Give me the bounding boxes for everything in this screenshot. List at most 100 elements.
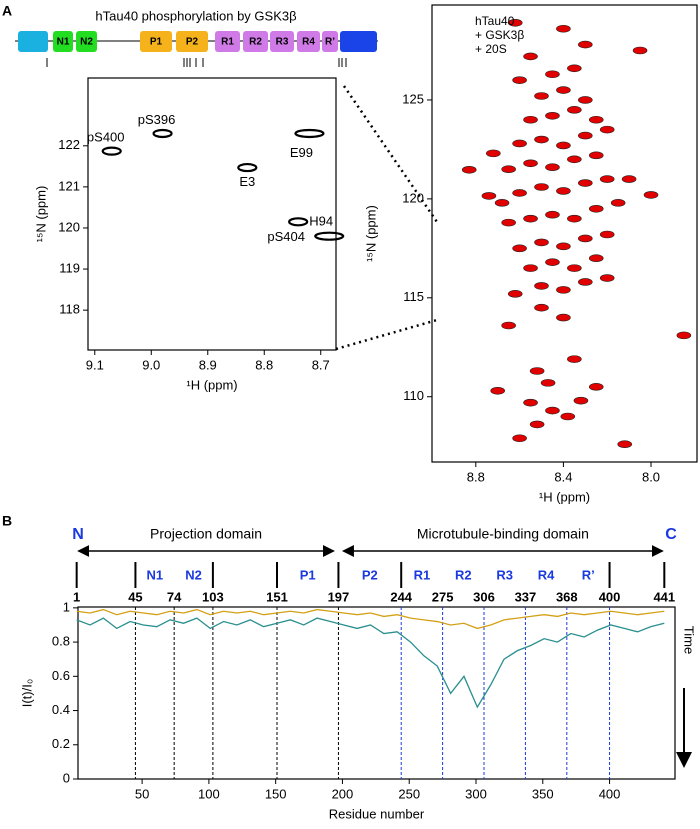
peak	[507, 19, 523, 27]
peak	[523, 115, 538, 124]
peak	[545, 258, 560, 266]
peak	[599, 175, 615, 183]
peak	[556, 86, 571, 94]
peak	[588, 254, 604, 263]
peak	[617, 440, 633, 448]
y-tick-label: 110	[403, 388, 424, 403]
panel-label: B	[2, 513, 12, 529]
terminus-label: C	[665, 526, 677, 543]
peak	[512, 76, 527, 84]
x-tick-label: 8.9	[199, 357, 217, 372]
peak	[545, 406, 560, 415]
y-tick-label: 120	[402, 190, 424, 205]
domain-label: P1	[150, 37, 163, 48]
terminus-label: N	[72, 526, 84, 543]
zoom-connector	[335, 85, 439, 351]
y-tick-label: 119	[59, 260, 80, 275]
peak	[578, 131, 593, 140]
peak	[512, 434, 527, 443]
peak	[512, 139, 527, 148]
peak	[534, 92, 549, 100]
x-tick-label: 8.8	[255, 357, 273, 372]
peak	[578, 278, 593, 286]
peak-label: H94	[309, 214, 333, 229]
x-tick-label: 8.7	[312, 357, 330, 372]
boundary-label: 244	[390, 589, 412, 604]
boundary-label: 45	[128, 589, 142, 604]
peak	[578, 179, 593, 187]
domain-box	[76, 31, 97, 52]
y-tick-label: 0	[63, 770, 70, 785]
peak	[567, 64, 582, 73]
y-axis-label: I(t)/I₀	[19, 679, 34, 708]
peak	[294, 128, 325, 139]
domain-box	[243, 31, 268, 52]
peak	[556, 24, 571, 33]
series-line	[76, 608, 665, 630]
x-tick-label: 9.1	[86, 357, 104, 372]
subdomain-label: N1	[146, 567, 163, 582]
domain-label: P2	[186, 37, 199, 48]
peak-label: E99	[290, 145, 313, 160]
peak	[556, 141, 571, 150]
peak-label: pS404	[267, 229, 305, 244]
domain-box	[176, 31, 208, 52]
peak	[501, 165, 516, 174]
peak	[545, 111, 560, 120]
y-tick-label: 115	[403, 289, 424, 304]
peak	[288, 217, 309, 227]
subdomain-label: N2	[185, 567, 202, 582]
y-axis-label: ¹⁵N (ppm)	[363, 205, 378, 262]
peak	[314, 231, 345, 241]
plot-frame	[431, 4, 698, 463]
domain-label: R1	[221, 37, 234, 48]
phospho-sites	[46, 58, 347, 67]
domain-box	[340, 31, 377, 52]
peak	[534, 303, 549, 312]
x-tick-label: 8.0	[642, 469, 660, 484]
subdomain-label: R2	[455, 567, 472, 582]
domain-box	[270, 31, 294, 52]
peak	[534, 238, 549, 247]
x-tick-label: 8.4	[554, 469, 572, 484]
x-tick-label: 50	[135, 786, 149, 801]
boundary-label: 74	[167, 589, 182, 604]
boundary-label: 441	[653, 589, 675, 604]
boundary-label: 151	[266, 589, 288, 604]
domain-box	[18, 31, 48, 52]
subdomain-label: R1	[414, 567, 431, 582]
peak	[599, 125, 615, 134]
region-label: Projection domain	[150, 526, 262, 542]
y-tick-label: 0.8	[52, 634, 70, 649]
domain-box	[53, 31, 73, 52]
peak	[486, 149, 501, 158]
y-tick-label: 118	[59, 302, 80, 317]
x-axis-label: Residue number	[329, 806, 425, 821]
peak	[529, 367, 545, 375]
panel-label: A	[2, 3, 12, 19]
boundary-label: 337	[515, 589, 537, 604]
peak	[529, 420, 545, 429]
y-tick-label: 1	[63, 599, 70, 614]
peak-label: E3	[239, 174, 255, 189]
annotation: + GSK3β	[475, 28, 524, 42]
peak	[599, 230, 615, 239]
peak	[545, 210, 560, 219]
peak	[556, 187, 571, 195]
boundary-label: 368	[556, 589, 578, 604]
domain-label: R2	[249, 37, 262, 48]
peak	[578, 96, 593, 104]
peak	[578, 40, 593, 49]
domain-label: R4	[302, 37, 315, 48]
x-tick-label: 9.0	[142, 357, 160, 372]
peak	[556, 242, 571, 251]
y-tick-label: 120	[58, 219, 80, 234]
peak	[523, 159, 538, 168]
peak	[545, 70, 560, 79]
y-tick-label: 125	[402, 91, 424, 106]
peak-label: pS400	[87, 130, 125, 145]
peak	[534, 183, 549, 191]
y-axis-label: ¹⁵N (ppm)	[33, 186, 48, 243]
peak	[567, 264, 582, 272]
domain-box	[322, 31, 338, 52]
